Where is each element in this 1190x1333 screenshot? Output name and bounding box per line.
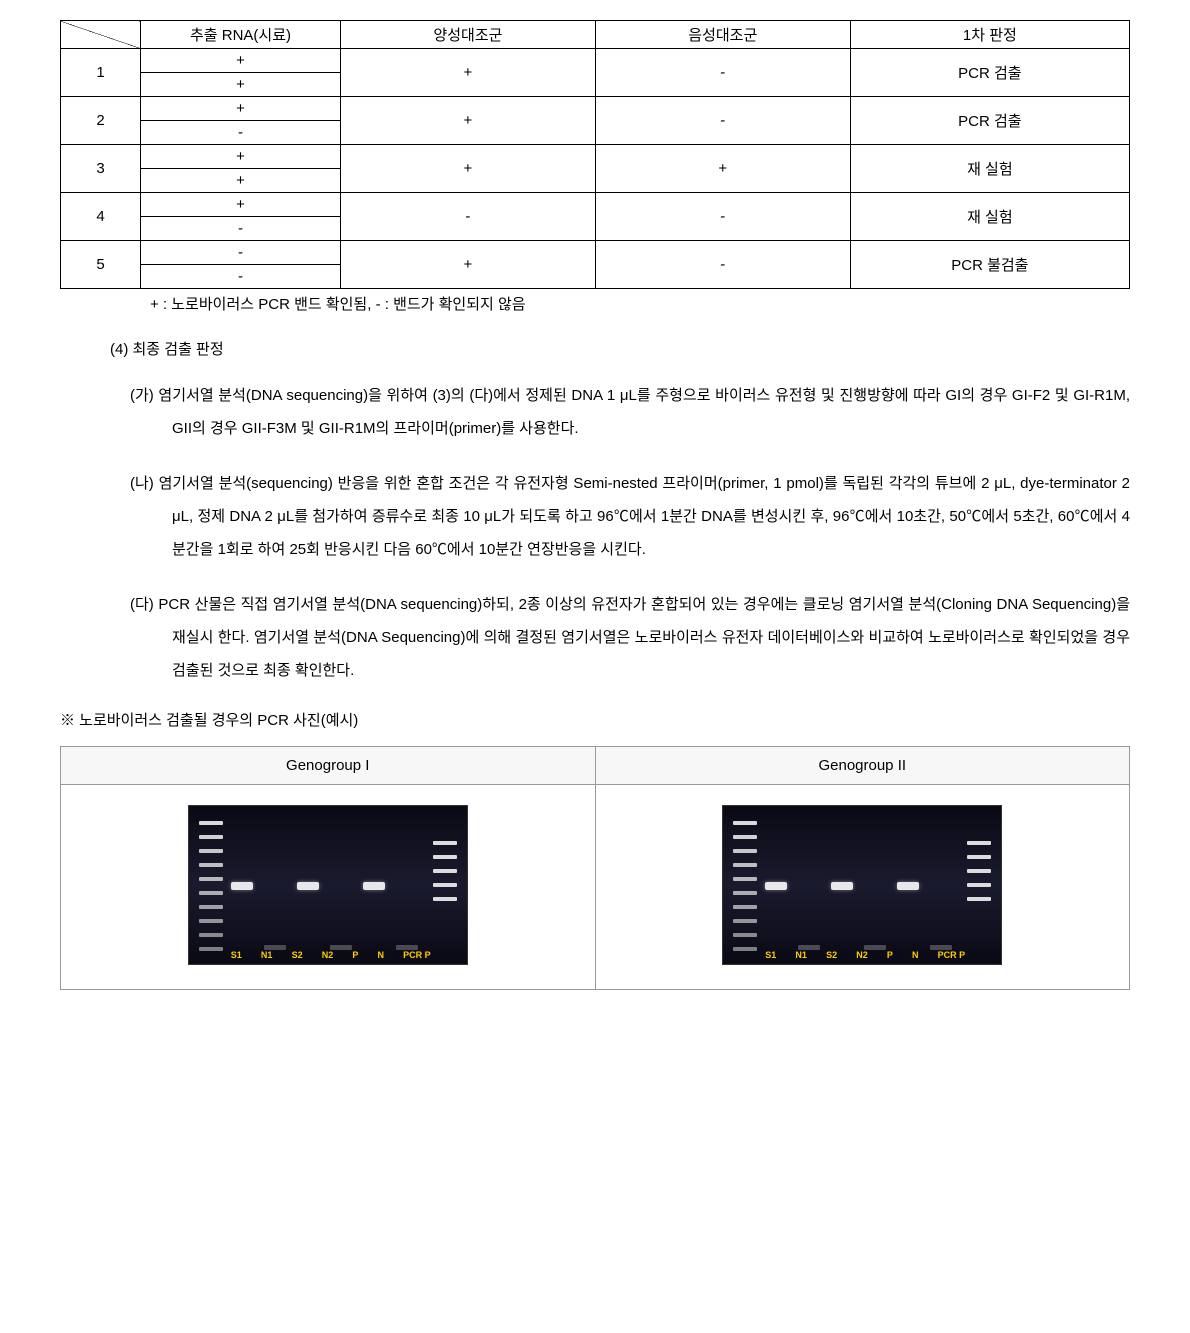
rna-cell: + [141, 169, 341, 193]
subsection: (나) 염기서열 분석(sequencing) 반응을 위한 혼합 조건은 각 … [60, 467, 1130, 566]
th-result: 1차 판정 [850, 21, 1129, 49]
rna-cell: - [141, 241, 341, 265]
rna-cell: + [141, 97, 341, 121]
gel-lanes [765, 806, 959, 964]
row-num: 1 [61, 49, 141, 97]
subsection: (가) 염기서열 분석(DNA sequencing)을 위하여 (3)의 (다… [60, 379, 1130, 445]
row-num: 2 [61, 97, 141, 145]
corner-cell [61, 21, 141, 49]
subsection: (다) PCR 산물은 직접 염기서열 분석(DNA sequencing)하되… [60, 588, 1130, 687]
result-cell: PCR 검출 [850, 97, 1129, 145]
gel-ladder-right [433, 836, 457, 906]
pos-cell: + [341, 241, 596, 289]
gel-ladder-left [733, 816, 757, 956]
rna-cell: + [141, 49, 341, 73]
result-cell: PCR 불검출 [850, 241, 1129, 289]
rna-cell: + [141, 193, 341, 217]
th-pos: 양성대조군 [341, 21, 596, 49]
subsection-text: (나) 염기서열 분석(sequencing) 반응을 위한 혼합 조건은 각 … [130, 467, 1130, 566]
pos-cell: + [341, 49, 596, 97]
neg-cell: - [595, 193, 850, 241]
gel-ladder-left [199, 816, 223, 956]
th-rna: 추출 RNA(시료) [141, 21, 341, 49]
neg-cell: + [595, 145, 850, 193]
rna-cell: + [141, 73, 341, 97]
table-footnote: + : 노로바이러스 PCR 밴드 확인됨, - : 밴드가 확인되지 않음 [60, 293, 1130, 314]
rna-cell: + [141, 145, 341, 169]
gel-header-2: Genogroup II [595, 747, 1130, 785]
result-cell: 재 실험 [850, 193, 1129, 241]
gel-header-1: Genogroup I [61, 747, 596, 785]
gel-cell-2: S1N1S2N2PNPCR P [595, 785, 1130, 990]
gel-lanes [231, 806, 425, 964]
gel-table: Genogroup I Genogroup II S1N1S2N2PNPCR P… [60, 746, 1130, 990]
section4-heading: (4) 최종 검출 판정 [60, 338, 1130, 359]
gel-image-genogroup-1: S1N1S2N2PNPCR P [188, 805, 468, 965]
neg-cell: - [595, 97, 850, 145]
row-num: 4 [61, 193, 141, 241]
result-cell: PCR 검출 [850, 49, 1129, 97]
row-num: 5 [61, 241, 141, 289]
gel-cell-1: S1N1S2N2PNPCR P [61, 785, 596, 990]
subsection-text: (다) PCR 산물은 직접 염기서열 분석(DNA sequencing)하되… [130, 588, 1130, 687]
gel-lane-labels: S1N1S2N2PNPCR P [231, 950, 431, 960]
gel-ladder-right [967, 836, 991, 906]
gel-image-genogroup-2: S1N1S2N2PNPCR P [722, 805, 1002, 965]
pcr-result-table: 추출 RNA(시료) 양성대조군 음성대조군 1차 판정 1++-PCR 검출+… [60, 20, 1130, 289]
neg-cell: - [595, 241, 850, 289]
rna-cell: - [141, 217, 341, 241]
th-neg: 음성대조군 [595, 21, 850, 49]
pos-cell: - [341, 193, 596, 241]
gel-lane-labels: S1N1S2N2PNPCR P [765, 950, 965, 960]
rna-cell: - [141, 121, 341, 145]
row-num: 3 [61, 145, 141, 193]
subsection-text: (가) 염기서열 분석(DNA sequencing)을 위하여 (3)의 (다… [130, 379, 1130, 445]
gel-caption: ※ 노로바이러스 검출될 경우의 PCR 사진(예시) [60, 709, 1130, 730]
pos-cell: + [341, 145, 596, 193]
rna-cell: - [141, 265, 341, 289]
neg-cell: - [595, 49, 850, 97]
pos-cell: + [341, 97, 596, 145]
result-cell: 재 실험 [850, 145, 1129, 193]
